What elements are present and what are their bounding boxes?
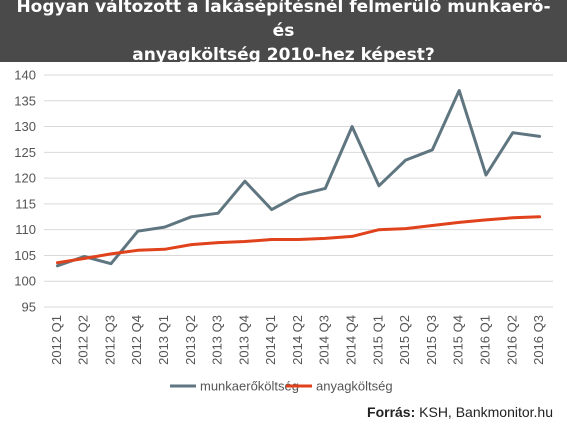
x-tick-label: 2012 Q4 (129, 315, 144, 365)
legend: munkaerőköltség anyagköltség (170, 379, 393, 394)
chart-title: Hogyan változott a lakásépítésnél felmer… (16, 0, 551, 65)
x-tick-label: 2015 Q3 (424, 315, 439, 365)
source-text: KSH, Bankmonitor.hu (415, 404, 553, 420)
x-tick-label: 2013 Q4 (236, 315, 251, 365)
y-tick-label: 135 (14, 93, 36, 108)
y-tick-label: 120 (14, 171, 36, 186)
x-tick-label: 2014 Q2 (290, 315, 305, 365)
grid-lines (44, 74, 553, 308)
source-note: Forrás: KSH, Bankmonitor.hu (367, 404, 553, 420)
y-tick-label: 125 (14, 145, 36, 160)
x-tick-label: 2013 Q1 (156, 315, 171, 365)
legend-label: anyagköltség (316, 379, 393, 394)
y-tick-label: 95 (22, 300, 36, 315)
title-bar: Hogyan változott a lakásépítésnél felmer… (0, 0, 567, 65)
x-tick-label: 2013 Q2 (183, 315, 198, 365)
x-axis-ticks: 2012 Q1 2012 Q2 2012 Q3 2012 Q4 2013 Q1 2013 … (49, 315, 546, 365)
y-tick-label: 115 (15, 196, 36, 211)
series-line (55, 215, 542, 265)
x-tick-label: 2014 Q1 (263, 315, 278, 365)
x-tick-label: 2016 Q3 (531, 315, 546, 365)
legend-label: munkaerőköltség (200, 379, 299, 394)
x-tick-label: 2012 Q2 (76, 315, 91, 365)
x-tick-label: 2013 Q3 (210, 315, 225, 365)
y-tick-label: 105 (14, 248, 36, 263)
x-tick-label: 2015 Q1 (370, 315, 385, 365)
source-label: Forrás: (367, 404, 416, 420)
y-tick-label: 110 (15, 222, 36, 237)
x-tick-label: 2012 Q3 (102, 315, 117, 365)
x-tick-label: 2015 Q4 (451, 315, 466, 365)
x-tick-label: 2016 Q1 (477, 315, 492, 365)
x-tick-label: 2014 Q3 (317, 315, 332, 365)
x-tick-label: 2012 Q1 (49, 315, 64, 365)
series-line (55, 89, 542, 268)
y-tick-label: 100 (14, 274, 36, 289)
y-axis-ticks: 95 100 105 110 115 120 125 130 135 140 (14, 68, 36, 315)
x-tick-label: 2015 Q2 (397, 315, 412, 365)
y-tick-label: 140 (14, 68, 36, 83)
series-lines (55, 89, 542, 268)
x-tick-label: 2016 Q2 (504, 315, 519, 365)
x-tick-label: 2014 Q4 (344, 315, 359, 365)
y-tick-label: 130 (14, 119, 36, 134)
